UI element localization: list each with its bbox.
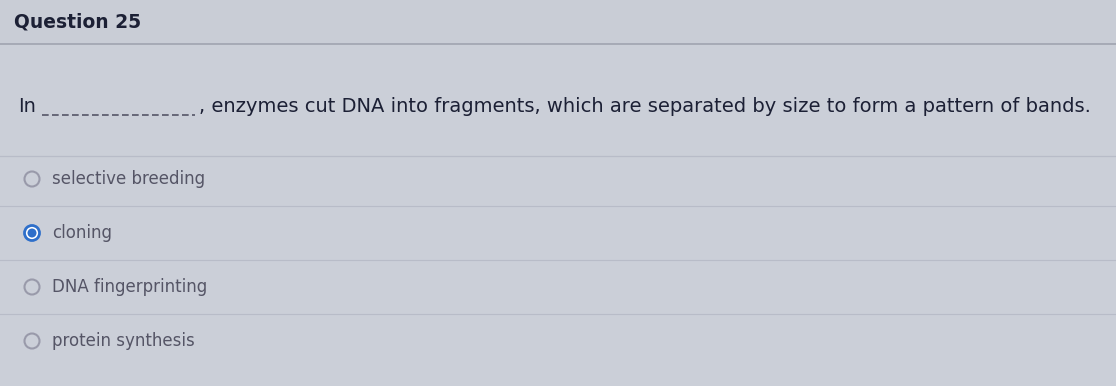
Text: cloning: cloning <box>52 224 112 242</box>
Text: selective breeding: selective breeding <box>52 170 205 188</box>
Bar <box>0 0 1116 44</box>
Circle shape <box>25 225 39 240</box>
Text: In: In <box>18 96 36 115</box>
Text: , enzymes cut DNA into fragments, which are separated by size to form a pattern : , enzymes cut DNA into fragments, which … <box>199 96 1090 115</box>
Text: protein synthesis: protein synthesis <box>52 332 195 350</box>
Text: DNA fingerprinting: DNA fingerprinting <box>52 278 208 296</box>
Text: Question 25: Question 25 <box>15 12 141 32</box>
Circle shape <box>28 229 37 237</box>
